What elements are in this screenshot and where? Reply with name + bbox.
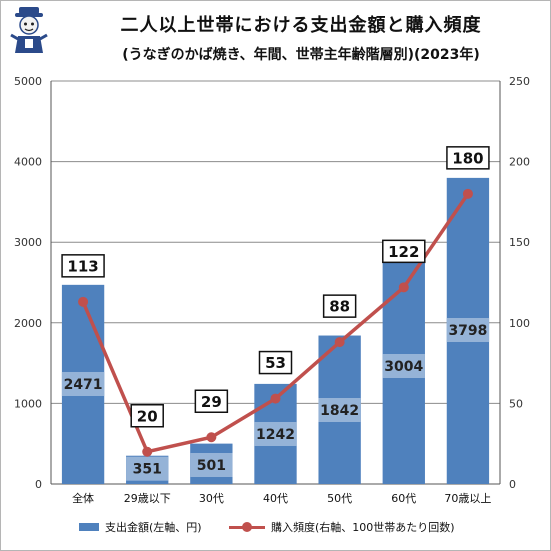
y-left-tick-label: 4000 bbox=[14, 156, 42, 169]
y-right-tick-label: 200 bbox=[509, 156, 530, 169]
line-value-label: 113 bbox=[67, 257, 98, 275]
bar-value-label: 3004 bbox=[384, 359, 423, 375]
bar-label-band bbox=[190, 453, 233, 477]
bar-value-label: 3798 bbox=[448, 323, 487, 339]
bar-label-band bbox=[61, 372, 105, 396]
line-value-label: 180 bbox=[452, 149, 483, 167]
x-category-label: 全体 bbox=[72, 491, 94, 505]
bar-label-band bbox=[446, 318, 490, 342]
mascot-logo-icon bbox=[7, 5, 51, 55]
line-label-box bbox=[322, 294, 357, 318]
line-label-box bbox=[382, 239, 426, 264]
y-left-tick-label: 0 bbox=[35, 478, 42, 491]
legend-line-swatch bbox=[229, 521, 265, 533]
line-value-label: 88 bbox=[329, 298, 350, 316]
line-value-label: 20 bbox=[137, 407, 158, 425]
bar-label-band bbox=[254, 422, 297, 446]
line-value-label: 53 bbox=[265, 354, 286, 372]
chart-legend: 支出金額(左軸、円) 購入頻度(右軸、100世帯あたり回数) bbox=[1, 519, 550, 537]
x-category-label: 40代 bbox=[263, 492, 288, 505]
bar-value-label: 1242 bbox=[256, 427, 295, 443]
bar-label-band bbox=[126, 456, 169, 481]
bar-value-label: 1842 bbox=[320, 403, 359, 419]
line-label-box bbox=[194, 389, 229, 414]
x-category-label: 50代 bbox=[327, 492, 352, 505]
legend-item-bar: 支出金額(左軸、円) bbox=[79, 519, 202, 535]
title-block: 二人以上世帯における支出金額と購入頻度 (うなぎのかば焼き、年間、世帯主年齢階層… bbox=[61, 11, 541, 64]
line-label-box bbox=[446, 146, 490, 170]
line-label-box bbox=[258, 350, 293, 375]
line-point bbox=[462, 188, 473, 199]
line-point bbox=[270, 393, 281, 404]
chart-plot: 0 1000 2000 3000 4000 5000 0 50 100 150 200 250 2471… bbox=[14, 75, 530, 505]
chart-title: 二人以上世帯における支出金額と購入頻度 bbox=[120, 15, 482, 36]
y-left-tick-label: 1000 bbox=[14, 397, 42, 410]
bar-label-band bbox=[318, 398, 361, 422]
line-point bbox=[334, 337, 345, 348]
line-point bbox=[206, 432, 217, 443]
x-category-label: 30代 bbox=[199, 492, 224, 505]
bar-label-band bbox=[382, 354, 425, 378]
x-category-label: 70歳以上 bbox=[444, 492, 491, 505]
y-left-tick-label: 5000 bbox=[14, 75, 42, 88]
bar-value-label: 2471 bbox=[64, 377, 103, 393]
legend-bar-label: 支出金額(左軸、円) bbox=[105, 521, 202, 534]
line-value-label: 29 bbox=[201, 393, 222, 411]
y-right-tick-label: 50 bbox=[509, 397, 523, 410]
legend-line-label: 購入頻度(右軸、100世帯あたり回数) bbox=[271, 521, 455, 534]
line-label-box bbox=[130, 404, 164, 428]
line-point bbox=[398, 282, 409, 293]
bar-value-label: 351 bbox=[133, 462, 162, 478]
x-category-label: 29歳以下 bbox=[124, 492, 171, 505]
bar-value-label: 501 bbox=[197, 458, 226, 474]
y-left-tick-label: 3000 bbox=[14, 236, 42, 249]
y-right-tick-label: 100 bbox=[509, 317, 530, 330]
y-right-tick-label: 250 bbox=[509, 75, 530, 88]
line-label-box bbox=[61, 254, 105, 278]
chart-subtitle: (うなぎのかば焼き、年間、世帯主年齢階層別)(2023年) bbox=[122, 47, 480, 63]
x-category-label: 60代 bbox=[391, 492, 416, 505]
line-value-label: 122 bbox=[388, 243, 419, 261]
legend-bar-swatch bbox=[79, 523, 99, 531]
y-right-tick-label: 0 bbox=[509, 478, 516, 491]
line-point bbox=[78, 296, 89, 307]
line-point bbox=[142, 446, 153, 457]
y-left-tick-label: 2000 bbox=[14, 317, 42, 330]
y-right-tick-label: 150 bbox=[509, 236, 530, 249]
legend-item-line: 購入頻度(右軸、100世帯あたり回数) bbox=[229, 519, 455, 535]
